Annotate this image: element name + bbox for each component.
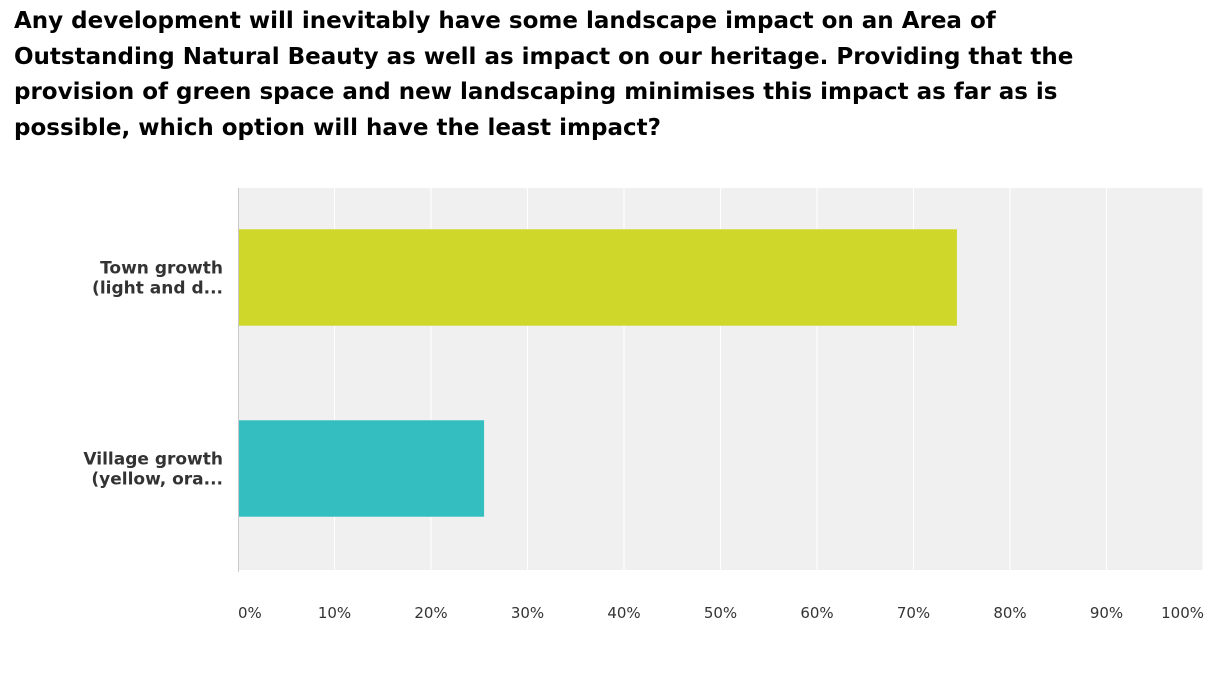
bars — [239, 229, 957, 517]
category-labels: Town growth (light and d... Village growth… — [83, 259, 223, 490]
category-label: Village growth (yellow, ora... — [83, 450, 223, 490]
category-label: Town growth (light and d... — [92, 259, 223, 299]
x-tick-label: 0% — [238, 604, 262, 622]
x-tick-label: 30% — [511, 604, 544, 622]
bar — [239, 420, 485, 517]
x-tick-label: 70% — [897, 604, 930, 622]
x-tick-label: 100% — [1161, 604, 1204, 622]
question-title: Any development will inevitably have som… — [14, 8, 1074, 141]
x-tick-label: 10% — [318, 604, 351, 622]
x-tick-label: 50% — [704, 604, 737, 622]
x-tick-label: 90% — [1090, 604, 1123, 622]
x-tick-label: 60% — [800, 604, 833, 622]
x-tick-labels: 0% 10% 20% 30% 40% 50% 60% 70% 80% 90% 100% — [238, 604, 1204, 622]
x-tick-label: 80% — [993, 604, 1026, 622]
bar — [239, 229, 957, 326]
x-tick-label: 40% — [607, 604, 640, 622]
x-tick-label: 20% — [414, 604, 447, 622]
